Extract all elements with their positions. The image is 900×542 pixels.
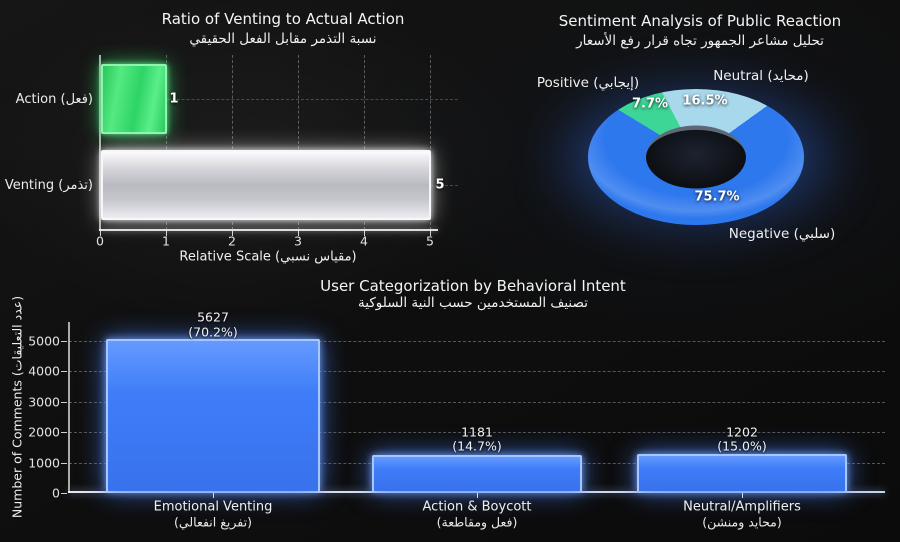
tick-mark xyxy=(61,432,67,433)
gridline xyxy=(102,99,458,100)
tick-mark xyxy=(61,341,67,342)
x-tick-label: 4 xyxy=(360,233,368,249)
gridline xyxy=(69,341,885,342)
y-tick-label: 0 xyxy=(52,485,60,501)
chart-subtitle-arabic: تصنيف المستخدمين حسب النية السلوكية xyxy=(358,295,588,311)
gridline xyxy=(69,371,885,372)
tick-mark xyxy=(477,493,478,498)
slice-pct-neutral: 16.5% xyxy=(682,93,728,109)
tick-mark xyxy=(213,493,214,498)
bar-neutral-amplifiers xyxy=(637,454,847,491)
tick-mark xyxy=(61,463,67,464)
gridline xyxy=(364,55,365,230)
y-tick-label: 1000 xyxy=(28,455,60,471)
y-tick-label: 5000 xyxy=(28,333,60,349)
tick-mark xyxy=(364,231,365,236)
x-tick-label: 1 xyxy=(162,233,170,249)
chart-title: User Categorization by Behavioral Intent xyxy=(320,277,626,295)
tick-mark xyxy=(430,231,431,236)
slice-pct-positive: 7.7% xyxy=(631,96,669,112)
chart-title: Sentiment Analysis of Public Reaction xyxy=(558,12,842,30)
slice-label-neutral: Neutral (محايد) xyxy=(713,68,809,84)
x-category-label: Action & Boycott xyxy=(422,499,532,515)
bar-value-label: 1 xyxy=(169,91,179,107)
x-category-label-arabic: (محايد ومنشن) xyxy=(702,514,782,530)
slice-label-positive: Positive (إيجابي) xyxy=(536,75,640,91)
chart-title: Ratio of Venting to Actual Action xyxy=(161,10,405,28)
x-category-label: Emotional Venting xyxy=(153,499,273,515)
bar-pct-label: (15.0%) xyxy=(717,438,767,454)
tick-mark xyxy=(232,231,233,236)
bar-count-label: 5627 xyxy=(197,309,229,325)
bar-count-label: 1202 xyxy=(726,424,758,440)
x-category-label-arabic: (فعل ومقاطعة) xyxy=(436,514,518,530)
gridline xyxy=(232,55,233,230)
bar-value-label: 5 xyxy=(435,177,445,193)
bar-pct-label: (70.2%) xyxy=(188,324,238,340)
chart-subtitle-arabic: تحليل مشاعر الجمهور تجاه قرار رفع الأسعا… xyxy=(576,33,824,49)
tick-mark xyxy=(742,493,743,498)
x-axis-spine xyxy=(99,229,438,231)
y-axis-spine xyxy=(68,322,70,493)
gridline xyxy=(430,55,431,230)
x-axis-spine xyxy=(68,491,885,493)
gridline xyxy=(298,55,299,230)
tick-mark xyxy=(61,371,67,372)
x-tick-label: 0 xyxy=(96,233,104,249)
bar-count-label: 1181 xyxy=(461,424,493,440)
x-tick-label: 3 xyxy=(294,233,302,249)
x-tick-label: 2 xyxy=(228,233,236,249)
tick-mark xyxy=(61,493,67,494)
y-tick-label: 3000 xyxy=(28,394,60,410)
bar-venting xyxy=(101,150,431,220)
bar-emotional-venting xyxy=(106,339,320,491)
donut-ring xyxy=(588,88,804,226)
tick-mark xyxy=(166,231,167,236)
x-category-label: Neutral/Amplifiers xyxy=(683,499,801,515)
tick-mark xyxy=(61,402,67,403)
x-axis-title: Relative Scale (مقياس نسبي) xyxy=(179,249,357,265)
gridline xyxy=(166,55,167,230)
category-label-venting: Venting (تذمر) xyxy=(4,178,93,193)
bar-action-boycott xyxy=(372,455,582,491)
y-tick-label: 2000 xyxy=(28,424,60,440)
category-label-action: Action (فعل) xyxy=(15,92,93,107)
tick-mark xyxy=(298,231,299,236)
y-axis-spine xyxy=(99,55,101,231)
gridline xyxy=(69,432,885,433)
x-tick-label: 5 xyxy=(426,233,434,249)
gridline xyxy=(69,402,885,403)
slice-pct-negative: 75.7% xyxy=(694,189,740,205)
slice-label-negative: Negative (سلبي) xyxy=(728,226,836,242)
bar-pct-label: (14.7%) xyxy=(452,438,502,454)
bar-action xyxy=(101,64,167,134)
chart-subtitle-arabic: نسبة التذمر مقابل الفعل الحقيقي xyxy=(189,31,377,47)
x-category-label-arabic: (تفريغ انفعالي) xyxy=(174,514,252,530)
tick-mark xyxy=(100,231,101,236)
y-tick-label: 4000 xyxy=(28,363,60,379)
